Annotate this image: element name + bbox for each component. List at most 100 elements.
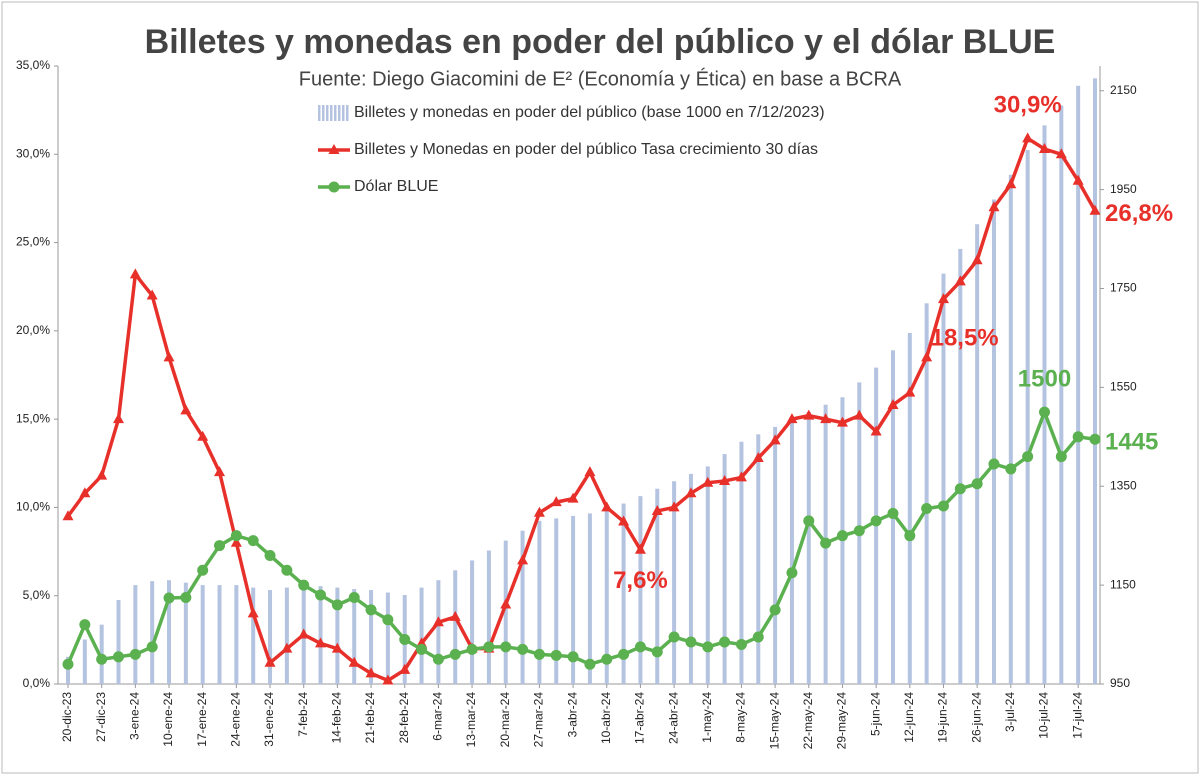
- marker: [264, 549, 276, 561]
- marker: [769, 604, 781, 616]
- x-tick-label: 27-mar-24: [532, 692, 546, 748]
- bar: [1076, 85, 1081, 684]
- marker: [651, 504, 663, 515]
- bar: [537, 520, 542, 684]
- marker: [180, 404, 192, 415]
- bar: [503, 540, 508, 684]
- marker: [399, 663, 411, 674]
- bar: [453, 570, 458, 684]
- marker: [820, 413, 832, 424]
- bar: [604, 510, 609, 684]
- legend-swatch: [334, 105, 337, 121]
- bar: [82, 639, 87, 684]
- value-label: 26,8%: [1105, 200, 1173, 227]
- marker: [348, 591, 360, 603]
- bar: [705, 466, 710, 684]
- bar: [486, 550, 491, 684]
- marker: [1055, 148, 1067, 159]
- marker: [668, 631, 680, 643]
- marker: [988, 201, 1000, 212]
- x-tick-label: 20-dic-23: [60, 692, 74, 742]
- marker: [331, 642, 343, 653]
- marker: [719, 474, 731, 485]
- bar: [470, 560, 475, 684]
- marker: [836, 530, 848, 542]
- marker: [550, 649, 562, 661]
- bar: [1008, 174, 1013, 684]
- marker: [298, 579, 310, 591]
- legend-swatch: [322, 105, 325, 121]
- x-tick-label: 19-jun-24: [936, 692, 950, 743]
- marker: [399, 634, 411, 646]
- x-tick-label: 26-jun-24: [969, 692, 983, 743]
- marker: [129, 268, 141, 279]
- marker: [533, 648, 545, 660]
- marker: [533, 506, 545, 517]
- x-tick-label: 27-dic-23: [94, 692, 108, 742]
- marker: [466, 643, 478, 655]
- value-label: 1500: [1018, 365, 1071, 392]
- marker: [500, 598, 512, 609]
- bar: [1025, 150, 1030, 685]
- marker: [584, 466, 596, 477]
- bar: [217, 585, 222, 684]
- marker: [702, 476, 714, 487]
- x-tick-label: 22-may-24: [801, 692, 815, 750]
- marker: [281, 564, 293, 576]
- marker: [618, 648, 630, 660]
- marker: [954, 483, 966, 495]
- bar: [436, 580, 441, 684]
- bar: [655, 488, 660, 684]
- bar: [385, 592, 390, 684]
- value-label: 1445: [1105, 429, 1158, 456]
- marker: [348, 656, 360, 667]
- marker: [517, 643, 529, 655]
- marker: [230, 530, 242, 542]
- marker: [1072, 431, 1084, 443]
- marker: [113, 651, 125, 663]
- marker: [668, 501, 680, 512]
- marker: [634, 641, 646, 653]
- bar: [621, 503, 626, 684]
- marker: [853, 409, 865, 420]
- marker: [618, 515, 630, 526]
- x-tick-label: 29-may-24: [835, 692, 849, 750]
- marker: [853, 525, 865, 537]
- marker: [803, 409, 815, 420]
- marker: [1022, 451, 1034, 463]
- marker: [315, 637, 327, 648]
- x-tick-label: 7-feb-24: [296, 692, 310, 737]
- legend-swatch: [346, 105, 349, 121]
- marker: [113, 413, 125, 424]
- marker: [921, 351, 933, 362]
- x-tick-label: 5-jun-24: [868, 692, 882, 736]
- bar: [268, 590, 273, 684]
- y-tick-label: 35,0%: [16, 58, 50, 72]
- legend-swatch: [326, 105, 329, 121]
- marker: [685, 487, 697, 498]
- bar: [116, 599, 121, 684]
- bar: [672, 481, 677, 684]
- marker: [971, 478, 983, 490]
- y2-tick-label: 1550: [1110, 380, 1137, 394]
- bar: [722, 454, 727, 684]
- marker: [971, 254, 983, 265]
- y2-tick-label: 950: [1110, 676, 1130, 690]
- x-tick-label: 10-abr-24: [599, 692, 613, 744]
- y2-tick-label: 1350: [1110, 478, 1137, 492]
- marker: [988, 458, 1000, 470]
- marker: [79, 619, 91, 631]
- marker: [887, 507, 899, 519]
- x-tick-label: 24-ene-24: [229, 692, 243, 747]
- bar: [806, 412, 811, 684]
- bar: [907, 332, 912, 684]
- marker: [96, 469, 108, 480]
- marker: [870, 425, 882, 436]
- marker: [449, 648, 461, 660]
- marker: [180, 591, 192, 603]
- marker: [1022, 132, 1034, 143]
- marker: [803, 515, 815, 527]
- marker: [281, 642, 293, 653]
- y2-tick-label: 2150: [1110, 83, 1137, 97]
- marker: [719, 636, 731, 648]
